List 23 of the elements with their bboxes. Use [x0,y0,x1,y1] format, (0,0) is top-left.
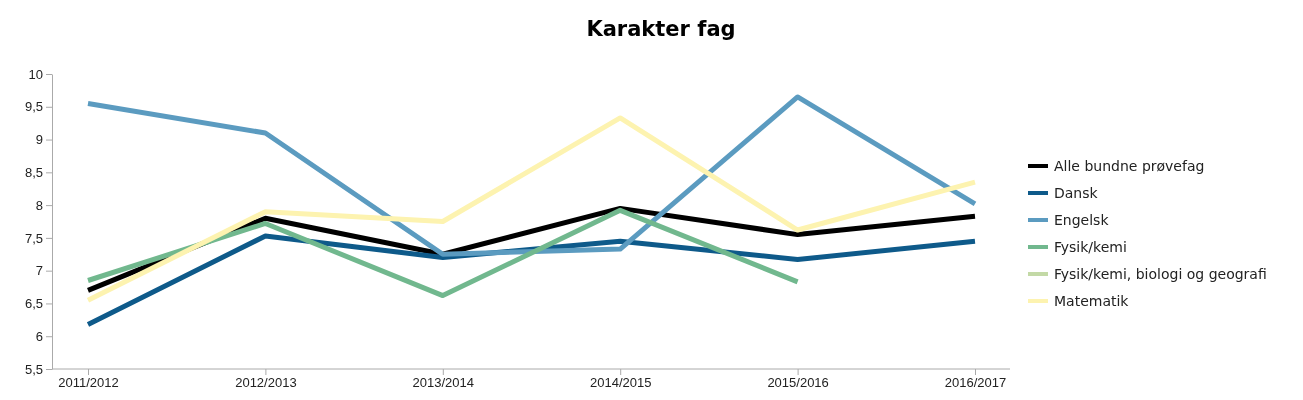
x-tick-label: 2012/2013 [235,375,297,391]
y-tick-label: 9 [35,132,43,148]
x-tick-label: 2014/2015 [589,375,652,391]
y-tick-label: 6,5 [24,296,43,312]
x-tick-label: 2013/2014 [412,375,475,391]
y-tick-label: 9,5 [24,99,43,115]
legend-label: Matematik [1054,293,1130,309]
y-tick-label: 5,5 [24,361,43,377]
y-tick-label: 8 [35,197,43,213]
x-tick-label: 2015/2016 [767,375,829,391]
y-tick-label: 10 [28,66,43,82]
legend-label: Engelsk [1054,212,1110,228]
y-tick-label: 6 [35,328,43,344]
legend-label: Alle bundne prøvefag [1054,158,1205,174]
chart-title: Karakter fag [586,17,736,41]
legend-label: Fysik/kemi [1054,239,1127,255]
y-tick-label: 7 [35,263,43,279]
legend-label: Fysik/kemi, biologi og geografi [1054,266,1267,282]
x-tick-label: 2011/2012 [58,375,119,391]
y-tick-label: 8,5 [24,164,43,180]
y-tick-label: 7,5 [24,230,43,246]
legend-label: Dansk [1054,185,1099,201]
x-tick-label: 2016/2017 [944,375,1007,391]
